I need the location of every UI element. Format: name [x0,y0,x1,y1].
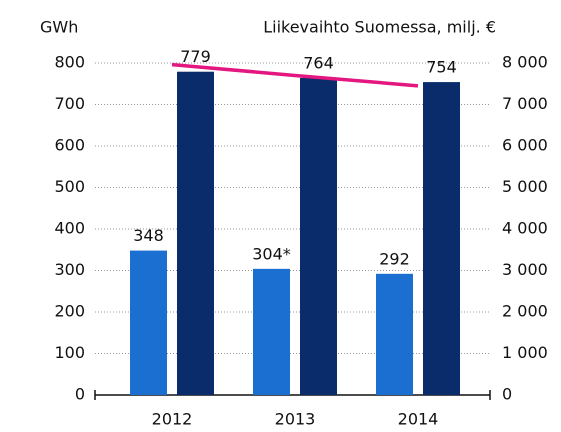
x-tick-label: 2012 [152,410,193,429]
y-tick-label: 100 [54,343,85,362]
y-tick-label: 600 [54,136,85,155]
y-tick-label: 200 [54,302,85,321]
data-label: 348 [133,226,164,245]
y2-tick-label: 2 000 [502,302,548,321]
bar [423,82,460,395]
y-tick-label: 400 [54,219,85,238]
y-tick-label: 800 [54,53,85,72]
y2-tick-label: 6 000 [502,136,548,155]
y2-tick-label: 4 000 [502,219,548,238]
y2-tick-label: 0 [502,385,512,404]
bar [130,250,167,395]
y2-axis-label: Liikevaihto Suomessa, milj. € [263,18,496,37]
data-label: 779 [180,47,211,66]
bar [177,71,214,395]
bar [300,77,337,395]
data-label: 754 [426,58,457,77]
bar [376,273,413,395]
y-axis-label: GWh [40,18,78,37]
data-label: 292 [379,249,410,268]
y-tick-label: 0 [75,385,85,404]
data-label: 304* [252,244,291,263]
y2-tick-label: 8 000 [502,53,548,72]
y-tick-label: 500 [54,177,85,196]
y2-tick-label: 5 000 [502,177,548,196]
data-label: 764 [303,53,334,72]
y2-tick-label: 3 000 [502,260,548,279]
line [171,62,419,88]
x-tick-label: 2013 [275,410,316,429]
y-tick-label: 300 [54,260,85,279]
x-tick-label: 2014 [398,410,439,429]
y2-tick-label: 1 000 [502,343,548,362]
y2-tick-label: 7 000 [502,94,548,113]
bar [253,268,290,395]
y-tick-label: 700 [54,94,85,113]
